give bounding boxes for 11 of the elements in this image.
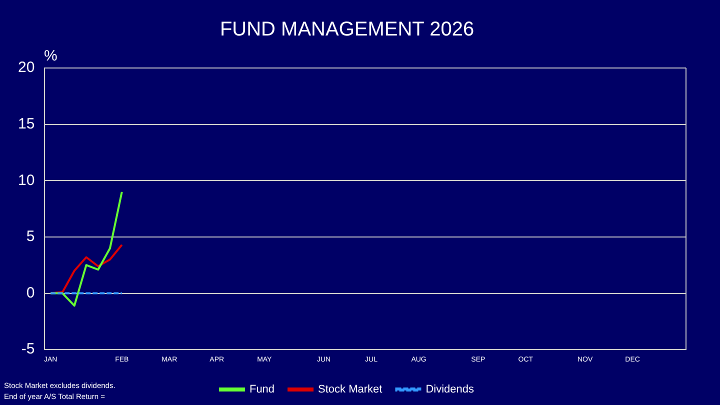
y-tick-label: 10	[18, 172, 35, 189]
chart-title: FUND MANAGEMENT 2026	[220, 18, 474, 41]
legend-label: Dividends	[426, 384, 475, 396]
legend-label: Fund	[249, 384, 275, 396]
y-tick-label: 0	[26, 284, 35, 302]
y-tick-label: -5	[21, 340, 35, 358]
y-tick-label: 15	[18, 115, 35, 132]
y-tick-label: 20	[18, 59, 35, 76]
y-tick-label: 5	[26, 228, 35, 246]
y-axis-title: %	[44, 48, 58, 65]
legend-label: Stock Market	[318, 384, 382, 396]
